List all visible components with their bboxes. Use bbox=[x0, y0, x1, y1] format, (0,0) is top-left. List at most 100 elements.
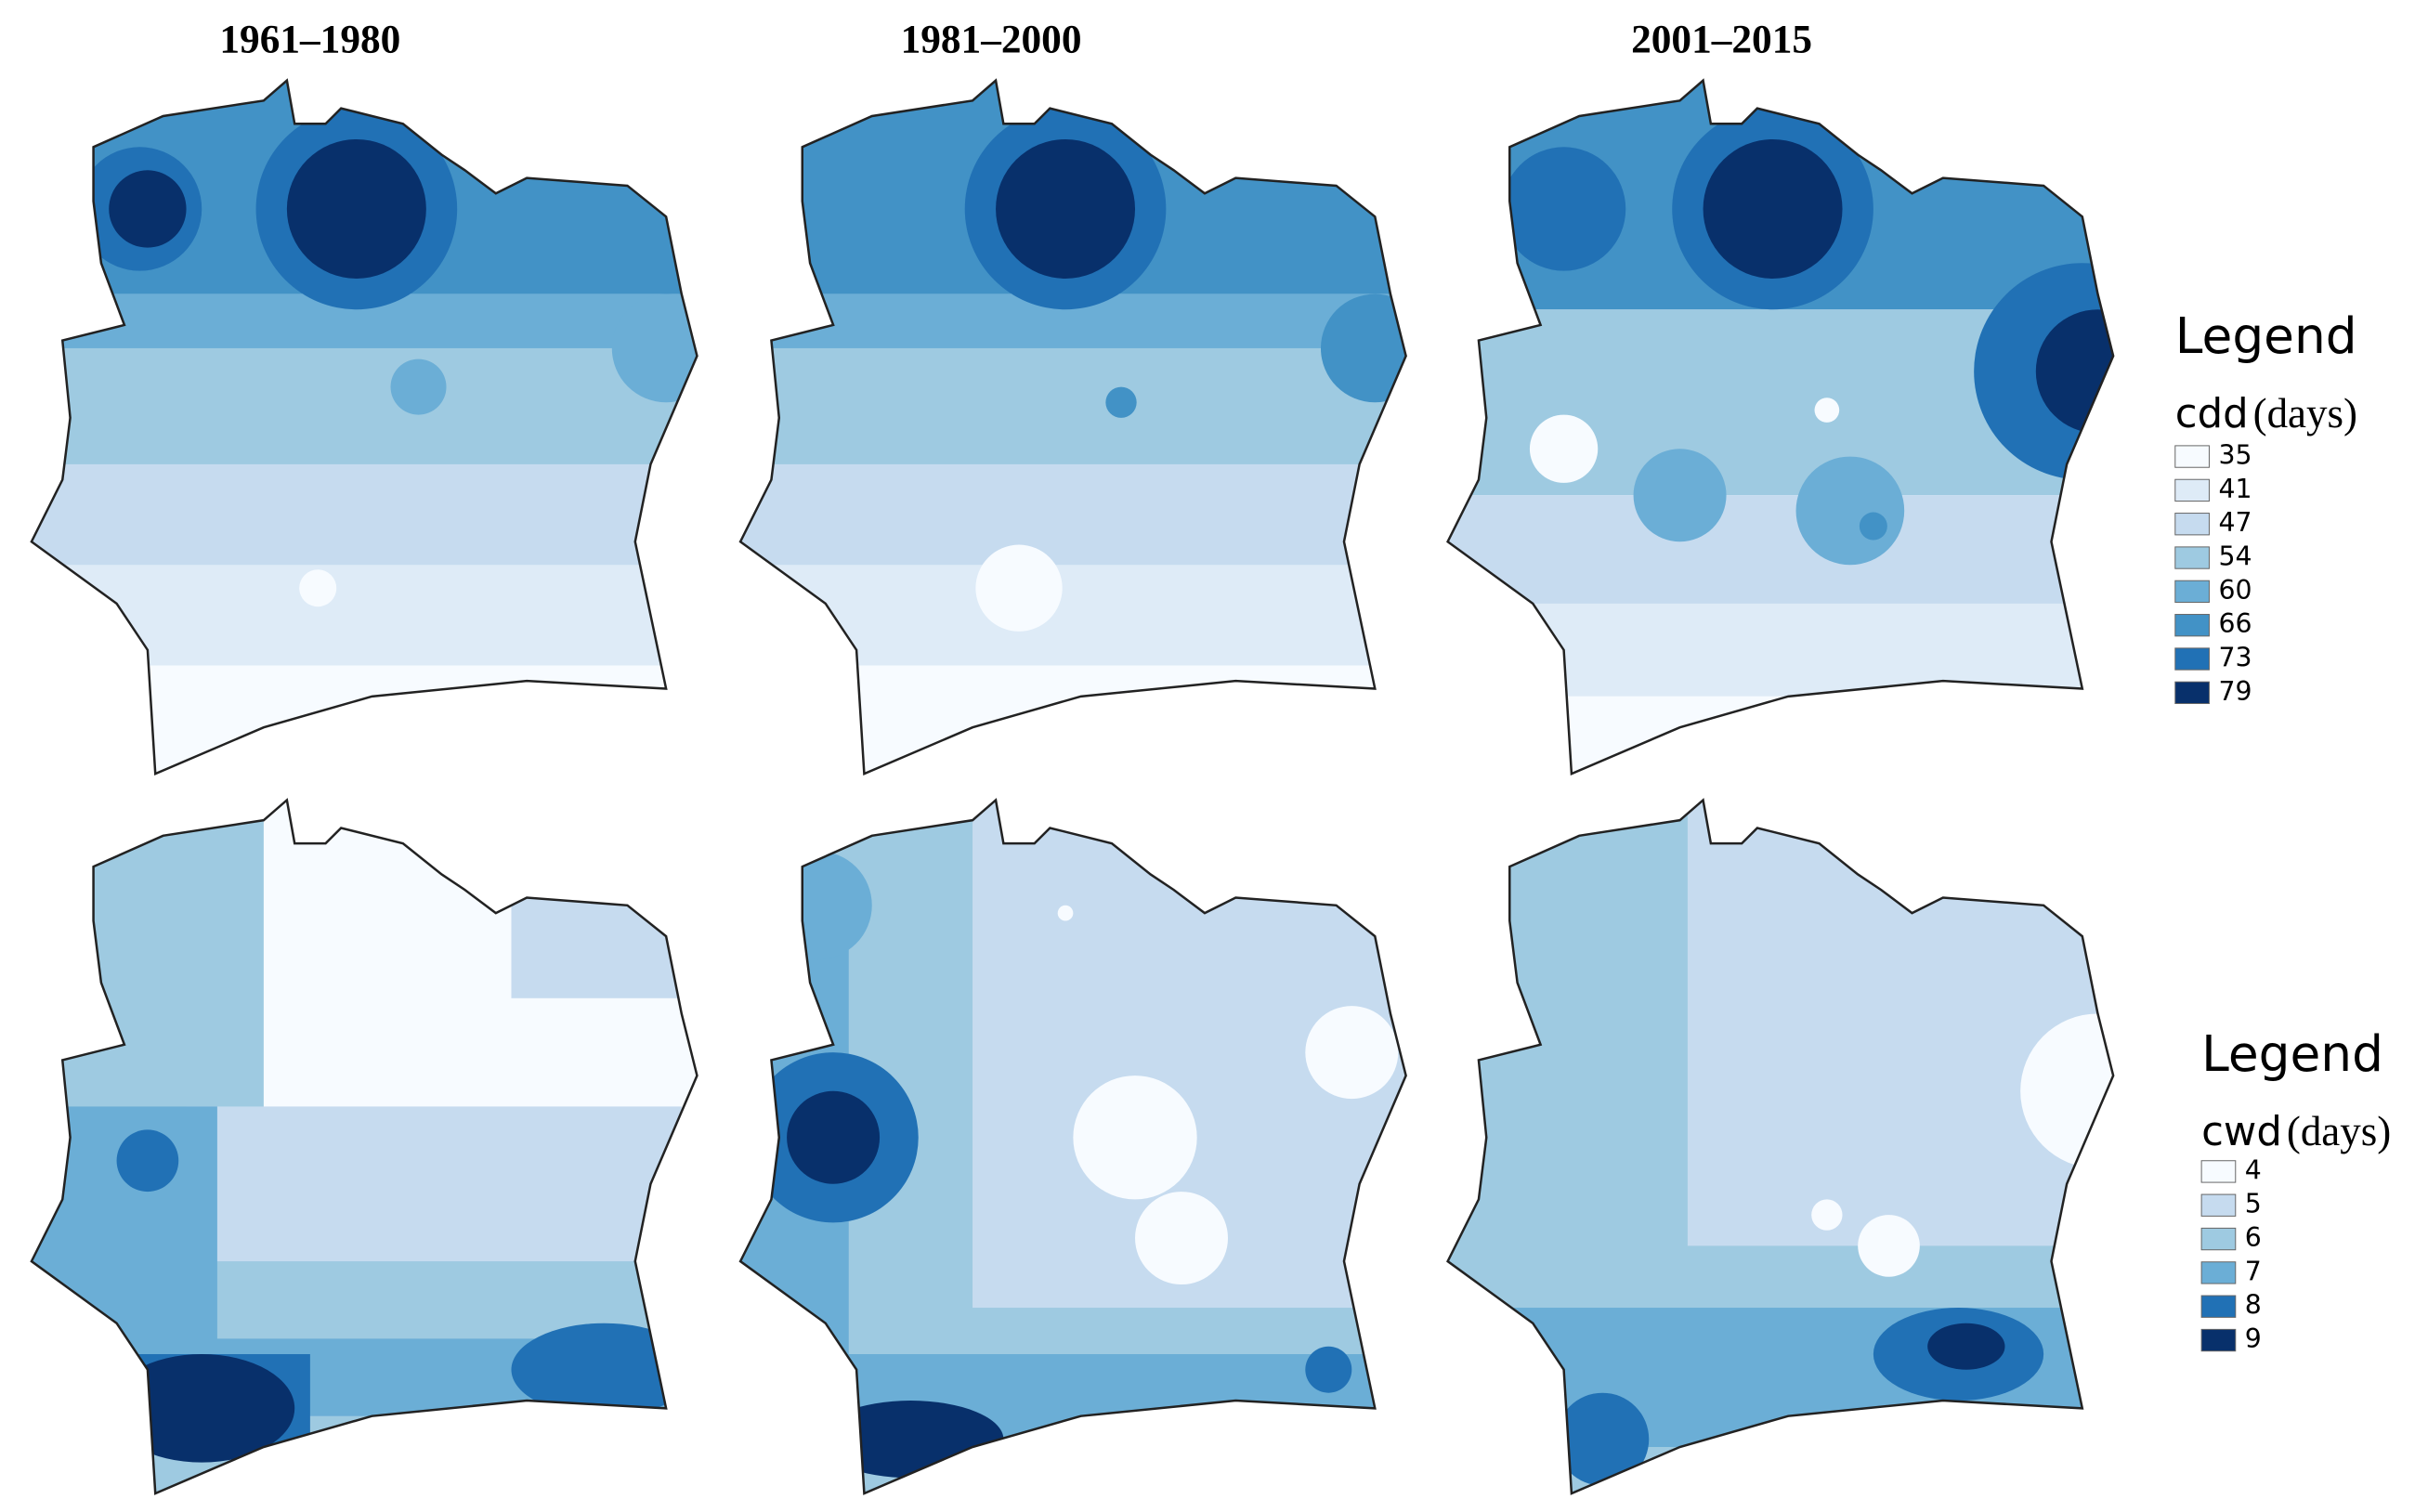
legend-label: 5 bbox=[2245, 1189, 2262, 1219]
zone bbox=[31, 463, 698, 573]
zone bbox=[817, 1401, 1004, 1479]
zone bbox=[1057, 905, 1074, 921]
legend-label: 7 bbox=[2245, 1256, 2262, 1286]
legend-unit: (days) bbox=[2253, 390, 2357, 437]
zone bbox=[611, 293, 698, 403]
legend-swatch bbox=[2174, 478, 2210, 502]
zone bbox=[1858, 1215, 1920, 1277]
legend-label: 4 bbox=[2245, 1154, 2262, 1185]
zone bbox=[109, 170, 187, 248]
legend-label: 8 bbox=[2245, 1290, 2262, 1321]
zone bbox=[2035, 309, 2114, 434]
zone bbox=[1556, 1392, 1650, 1486]
legend-label: 9 bbox=[2245, 1323, 2262, 1354]
country-outline bbox=[30, 798, 698, 1495]
zone bbox=[1305, 1006, 1399, 1100]
zone bbox=[1703, 138, 1843, 279]
legend-swatch bbox=[2200, 1160, 2237, 1183]
legend-swatch bbox=[2174, 681, 2210, 705]
legend-swatch bbox=[2200, 1261, 2237, 1284]
zone bbox=[1320, 293, 1406, 403]
legend-variable: cdd bbox=[2175, 391, 2249, 437]
zone bbox=[1073, 1075, 1197, 1200]
legend-label: 54 bbox=[2218, 541, 2252, 572]
map bbox=[740, 80, 1406, 775]
zone bbox=[1859, 512, 1887, 541]
zone bbox=[1633, 449, 1727, 542]
legend-label: 35 bbox=[2218, 440, 2252, 471]
map-fills bbox=[740, 80, 1406, 775]
legend-swatch bbox=[2200, 1193, 2237, 1217]
country-outline bbox=[30, 78, 698, 776]
map-fills bbox=[1447, 800, 2114, 1494]
map-fills bbox=[31, 800, 698, 1494]
panel-title: 1981–2000 bbox=[901, 18, 1082, 62]
zone bbox=[116, 1129, 179, 1193]
zone bbox=[286, 138, 426, 279]
legend-swatch bbox=[2174, 614, 2210, 637]
map bbox=[31, 80, 698, 775]
zone bbox=[1927, 1323, 2005, 1370]
zone bbox=[109, 1354, 295, 1463]
legend-label: 73 bbox=[2218, 643, 2252, 673]
panel-title: 2001–2015 bbox=[1631, 18, 1812, 62]
zone bbox=[31, 347, 698, 473]
legend-swatch bbox=[2200, 1227, 2237, 1251]
zone bbox=[511, 874, 698, 998]
zone bbox=[438, 500, 476, 538]
zone bbox=[1447, 696, 2114, 775]
legend-label: 41 bbox=[2218, 474, 2252, 504]
zone bbox=[764, 851, 872, 960]
zone bbox=[299, 569, 337, 607]
country-outline bbox=[1446, 78, 2115, 776]
zone bbox=[1447, 495, 2114, 619]
zone bbox=[2020, 1013, 2114, 1169]
zone bbox=[1455, 1454, 1502, 1494]
zone bbox=[787, 1090, 881, 1184]
legend-swatch bbox=[2174, 513, 2210, 536]
zone bbox=[1305, 1346, 1352, 1393]
zone bbox=[511, 1323, 698, 1416]
legend-swatch bbox=[2174, 546, 2210, 569]
map bbox=[1447, 800, 2114, 1494]
zone bbox=[309, 665, 589, 775]
zone bbox=[1811, 1199, 1843, 1231]
legend-title: Legend bbox=[2175, 307, 2357, 365]
zone bbox=[740, 565, 1406, 673]
map-fills bbox=[740, 800, 1406, 1494]
country-outline bbox=[738, 798, 1407, 1495]
legend-label: 66 bbox=[2218, 608, 2252, 639]
legend-swatch bbox=[2174, 445, 2210, 468]
zone bbox=[1105, 386, 1137, 418]
zone bbox=[1814, 398, 1840, 423]
zone bbox=[31, 565, 698, 673]
legend-swatch bbox=[2200, 1328, 2237, 1352]
zone bbox=[1447, 603, 2114, 697]
zone bbox=[996, 138, 1136, 279]
map-fills bbox=[31, 80, 698, 775]
zone bbox=[740, 347, 1406, 473]
legend-variable: cwd bbox=[2201, 1109, 2282, 1155]
zone bbox=[1795, 456, 1905, 566]
map bbox=[740, 800, 1406, 1494]
map bbox=[31, 800, 698, 1494]
zone bbox=[1135, 1192, 1228, 1285]
legend-label: 47 bbox=[2218, 507, 2252, 538]
legend-swatch bbox=[2174, 580, 2210, 604]
zone bbox=[1501, 147, 1626, 271]
country-outline bbox=[738, 78, 1407, 776]
zone bbox=[1529, 414, 1599, 483]
legend-label: 60 bbox=[2218, 575, 2252, 606]
legend-label: 79 bbox=[2218, 676, 2252, 707]
zone bbox=[740, 463, 1406, 573]
legend-title: Legend bbox=[2201, 1025, 2383, 1083]
country-outline bbox=[1446, 798, 2115, 1495]
panel-title: 1961–1980 bbox=[219, 18, 400, 62]
zone bbox=[1447, 1308, 2114, 1448]
zone bbox=[975, 544, 1063, 632]
zone bbox=[390, 358, 447, 415]
legend-swatch bbox=[2200, 1295, 2237, 1318]
legend-unit: (days) bbox=[2287, 1108, 2391, 1154]
legend-swatch bbox=[2174, 647, 2210, 671]
